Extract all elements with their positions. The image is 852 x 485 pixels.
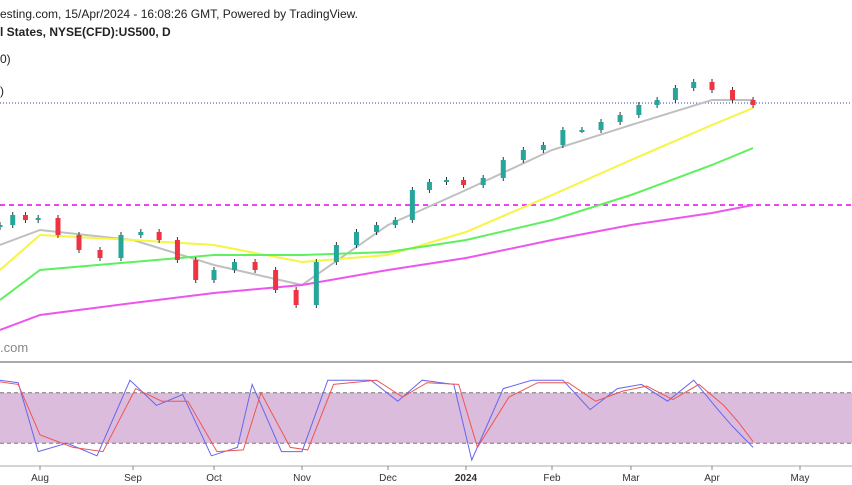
source-text: esting.com, 15/Apr/2024 - 16:08:26 GMT, …	[0, 7, 358, 21]
x-tick-label: Feb	[543, 473, 561, 484]
stochastic-D-line	[0, 379, 754, 453]
candle-body	[156, 232, 162, 240]
candle-body	[76, 235, 82, 250]
candle-body	[730, 90, 736, 100]
legend-ma-1: 0)	[0, 52, 11, 66]
candle-body	[461, 180, 467, 185]
candle-body	[409, 190, 415, 220]
candle-body	[444, 180, 449, 182]
moving-average-line	[0, 107, 754, 271]
candle-body	[560, 130, 566, 145]
candle-body	[500, 160, 506, 178]
moving-average-line	[0, 99, 754, 287]
candle-body	[750, 100, 756, 105]
candle-body	[0, 225, 3, 227]
legend-ma-2: )	[0, 84, 4, 98]
candle-body	[540, 145, 546, 150]
candle-body	[672, 88, 678, 100]
candle-body	[374, 225, 380, 232]
x-tick-label: May	[791, 473, 810, 484]
candle-body	[617, 115, 623, 122]
x-tick-label: Dec	[379, 473, 397, 484]
stochastic-K-line	[0, 379, 754, 462]
symbol-title: l States, NYSE(CFD):US500, D	[0, 25, 171, 39]
x-tick-label: Nov	[293, 473, 311, 484]
candle-body	[313, 262, 319, 305]
candle-body	[293, 290, 299, 305]
candle-body	[392, 220, 398, 225]
candle-body	[252, 262, 258, 270]
candle-body	[353, 232, 359, 245]
stochastic-band	[0, 392, 852, 444]
moving-average-line	[0, 204, 754, 331]
x-tick-label: Mar	[622, 473, 640, 484]
candle-body	[654, 100, 660, 105]
candle-body	[35, 218, 41, 220]
candle-body	[211, 270, 217, 280]
candle-body	[55, 218, 61, 235]
candle-body	[22, 215, 28, 220]
x-tick-label: Aug	[31, 473, 49, 484]
candle-body	[193, 260, 199, 280]
watermark: .com	[0, 340, 29, 355]
candle-body	[273, 270, 279, 290]
candle-body	[598, 122, 604, 130]
candle-body	[480, 178, 486, 185]
candle-body	[426, 182, 432, 190]
candle-body	[579, 130, 585, 132]
candle-body	[232, 262, 238, 270]
candle-body	[520, 150, 526, 160]
candle-body	[691, 82, 697, 88]
candle-body	[118, 235, 124, 258]
candle-body	[138, 232, 144, 235]
candle-body	[10, 215, 16, 225]
x-tick-label: Oct	[206, 473, 222, 484]
moving-average-line	[0, 147, 754, 301]
candle-body	[174, 240, 180, 260]
candle-body	[333, 245, 339, 262]
x-tick-label: Sep	[124, 473, 142, 484]
candle-body	[97, 250, 103, 258]
candle-body	[709, 82, 715, 90]
x-tick-label: 2024	[455, 473, 478, 484]
x-tick-label: Apr	[704, 473, 720, 484]
candle-body	[636, 105, 642, 115]
